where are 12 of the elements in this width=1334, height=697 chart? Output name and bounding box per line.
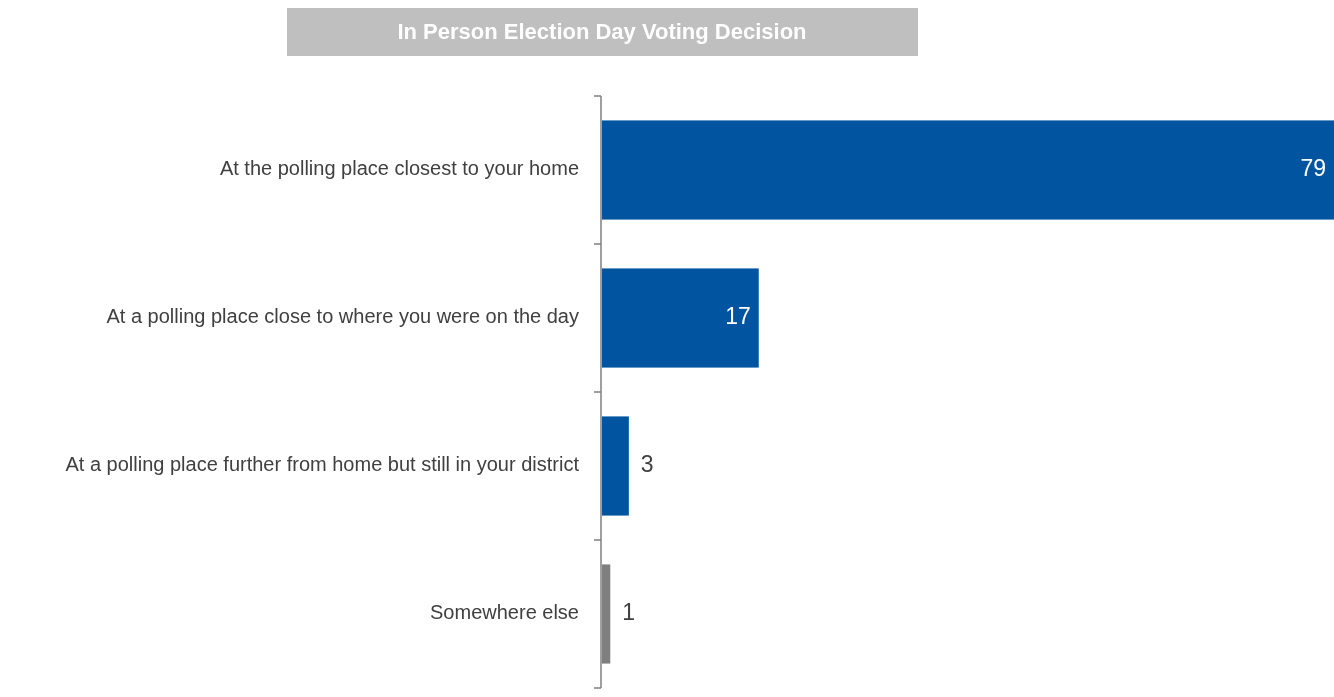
bar bbox=[602, 416, 629, 516]
data-label: 1 bbox=[622, 599, 636, 626]
data-label: 79 bbox=[1300, 155, 1326, 182]
bar bbox=[602, 120, 1334, 220]
bar bbox=[602, 268, 759, 368]
y-tick-label: At a polling place close to where you were on the day bbox=[106, 305, 579, 328]
chart-title: In Person Election Day Voting Decision bbox=[397, 18, 807, 44]
data-label: 3 bbox=[640, 451, 654, 478]
data-label: 17 bbox=[725, 303, 751, 330]
y-tick-label: At the polling place closest to your home bbox=[219, 157, 579, 180]
y-tick-label: Somewhere else bbox=[430, 601, 579, 624]
y-tick-label: At a polling place further from home but still in your district bbox=[65, 453, 580, 476]
